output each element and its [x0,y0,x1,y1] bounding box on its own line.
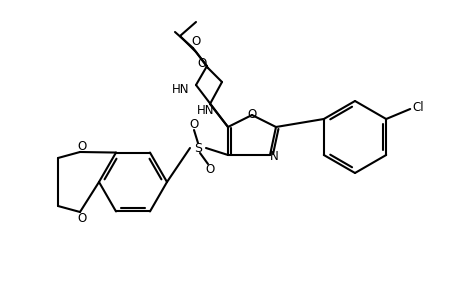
Text: HN: HN [196,103,213,116]
Text: O: O [197,56,206,70]
Text: S: S [194,142,202,154]
Text: O: O [191,34,200,47]
Text: N: N [269,149,278,163]
Text: O: O [247,107,256,121]
Text: O: O [189,118,198,130]
Text: O: O [205,163,214,176]
Text: Cl: Cl [411,100,423,113]
Text: HN: HN [171,82,189,95]
Text: O: O [77,212,86,224]
Text: O: O [77,140,86,152]
